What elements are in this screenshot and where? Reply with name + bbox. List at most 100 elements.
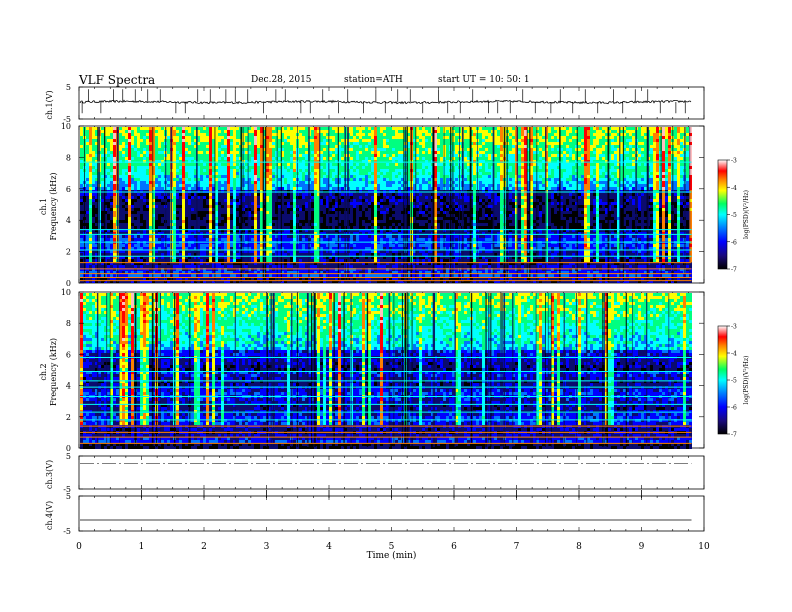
spectrogram-cell	[272, 184, 275, 187]
spectrogram-cell	[278, 172, 281, 175]
spectrogram-cell	[161, 238, 164, 241]
spectrogram-cell	[350, 244, 353, 247]
spectrogram-cell	[122, 145, 125, 148]
spectrogram-cell	[185, 211, 188, 214]
spectrogram-cell	[332, 157, 335, 160]
spectrogram-cell	[80, 130, 83, 133]
spectrogram-cell	[332, 172, 335, 175]
spectrogram-cell	[215, 175, 218, 178]
spectrogram-cell	[161, 127, 164, 130]
spectrogram-cell	[143, 130, 146, 133]
spectrogram-cell	[299, 172, 302, 175]
spectrogram-cell	[287, 274, 290, 277]
spectrogram-cell	[272, 199, 275, 202]
spectrogram-cell	[284, 226, 287, 229]
spectrogram-cell	[131, 214, 134, 217]
spectrogram-cell	[182, 166, 185, 169]
spectrogram-cell	[320, 223, 323, 226]
spectrogram-cell	[275, 223, 278, 226]
spectrogram-cell	[176, 202, 179, 205]
spectrogram-cell	[140, 220, 143, 223]
spectrogram-cell	[254, 157, 257, 160]
spectrogram-cell	[332, 154, 335, 157]
spectrogram-cell	[260, 208, 263, 211]
spectrogram-cell	[293, 178, 296, 181]
spectrogram-cell	[257, 148, 260, 151]
spectrogram-cell	[269, 172, 272, 175]
spectrogram-cell	[251, 127, 254, 130]
spectrogram-cell	[188, 199, 191, 202]
spectrogram-cell	[215, 178, 218, 181]
spectrogram-cell	[254, 259, 257, 262]
spectrogram-cell	[221, 166, 224, 169]
spectrogram-cell	[329, 130, 332, 133]
spectrogram-cell	[86, 130, 89, 133]
spectrogram-cell	[329, 199, 332, 202]
spectrogram-cell	[188, 208, 191, 211]
spectrogram-cell	[143, 208, 146, 211]
spectrogram-cell	[353, 148, 356, 151]
spectrogram-cell	[353, 139, 356, 142]
spectrogram-cell	[341, 127, 344, 130]
spectrogram-cell	[173, 139, 176, 142]
spectrogram-cell	[266, 211, 269, 214]
spectrogram-cell	[311, 178, 314, 181]
spectrogram-cell	[158, 193, 161, 196]
spectrogram-cell	[245, 235, 248, 238]
spectrogram-cell	[341, 211, 344, 214]
spectrogram-cell	[209, 127, 212, 130]
spectrogram-cell	[209, 187, 212, 190]
spectrogram-cell	[122, 208, 125, 211]
spectrogram-cell	[341, 202, 344, 205]
spectrogram-cell	[320, 175, 323, 178]
spectrogram-cell	[128, 238, 131, 241]
spectrogram-cell	[323, 193, 326, 196]
spectrogram-cell	[290, 163, 293, 166]
spectrogram-cell	[101, 172, 104, 175]
spectrogram-cell	[254, 214, 257, 217]
spectrogram-cell	[209, 235, 212, 238]
spectrogram-cell	[302, 187, 305, 190]
spectrogram-cell	[350, 205, 353, 208]
spectrogram-cell	[332, 175, 335, 178]
spectrogram-cell	[329, 274, 332, 277]
spectrogram-cell	[350, 274, 353, 277]
spectrogram-cell	[275, 133, 278, 136]
spectrogram-cell	[311, 169, 314, 172]
spectrogram-cell	[191, 202, 194, 205]
spectrogram-cell	[350, 169, 353, 172]
spectrogram-cell	[275, 139, 278, 142]
spectrogram-cell	[110, 175, 113, 178]
spectrogram-cell	[353, 235, 356, 238]
spectrogram-cell	[290, 205, 293, 208]
spectrogram-cell	[200, 223, 203, 226]
spectrogram-cell	[206, 214, 209, 217]
spectrogram-cell	[311, 172, 314, 175]
spectrogram-cell	[314, 178, 317, 181]
spectrogram-cell	[125, 253, 128, 256]
spectrogram-cell	[119, 133, 122, 136]
spectrogram-cell	[329, 238, 332, 241]
spectrogram-cell	[305, 259, 308, 262]
spectrogram-cell	[224, 151, 227, 154]
spectrogram-cell	[137, 265, 140, 268]
spectrogram-cell	[320, 184, 323, 187]
spectrogram-cell	[107, 259, 110, 262]
spectrogram-cell	[227, 193, 230, 196]
spectrogram-cell	[128, 166, 131, 169]
spectrogram-cell	[185, 154, 188, 157]
spectrogram-cell	[266, 148, 269, 151]
spectrogram-cell	[245, 175, 248, 178]
spectrogram-cell	[302, 145, 305, 148]
spectrogram-cell	[311, 226, 314, 229]
spectrogram-cell	[260, 175, 263, 178]
spectrogram-cell	[182, 217, 185, 220]
spectrogram-cell	[278, 133, 281, 136]
spectrogram-cell	[203, 163, 206, 166]
spectrogram-cell	[215, 145, 218, 148]
spectrogram-cell	[143, 205, 146, 208]
spectrogram-cell	[269, 226, 272, 229]
spectrogram-cell	[206, 175, 209, 178]
spectrogram-cell	[251, 226, 254, 229]
spectrogram-cell	[218, 259, 221, 262]
